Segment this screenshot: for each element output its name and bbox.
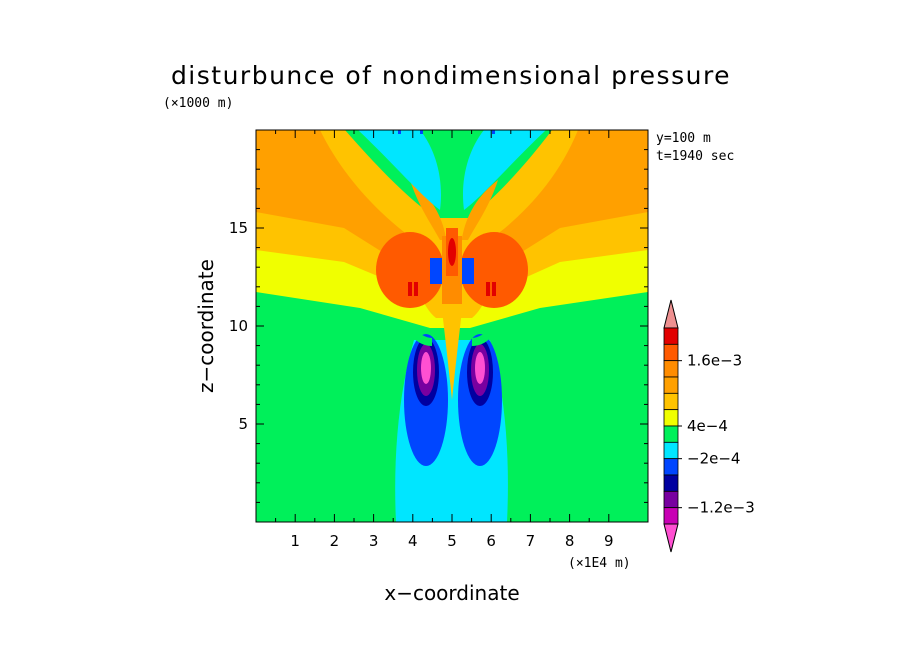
y-tick-label: 10 xyxy=(229,317,248,335)
annotation-y: y=100 m xyxy=(656,131,711,146)
colorbar-swatch xyxy=(663,490,679,509)
colorbar-label: 1.6e−3 xyxy=(687,352,742,370)
x-tick-label: 3 xyxy=(369,532,379,550)
lower-band xyxy=(395,310,508,522)
colorbar-top-triangle xyxy=(663,299,679,329)
lower-magenta-right xyxy=(475,352,485,384)
colorbar-swatch xyxy=(663,507,679,525)
x-axis-label: x−coordinate xyxy=(384,581,519,605)
center-red xyxy=(448,238,456,266)
top-blue-fringe xyxy=(398,130,495,134)
colorbar-label: −2e−4 xyxy=(687,450,740,468)
colorbar-label: 4e−4 xyxy=(687,417,728,435)
upper-band xyxy=(256,130,648,328)
x-tick-label: 4 xyxy=(408,532,418,550)
red-dot-left-2 xyxy=(414,282,418,296)
red-dot-left xyxy=(408,282,412,296)
x-tick-label: 2 xyxy=(330,532,340,550)
central-orange xyxy=(410,180,498,240)
red-dot-right-2 xyxy=(492,282,496,296)
colorbar-swatch xyxy=(663,441,679,460)
annotation-t: t=1940 sec xyxy=(656,149,734,164)
colorbar-swatch xyxy=(663,409,679,427)
x-tick-label: 7 xyxy=(526,532,536,550)
blue-pocket-right xyxy=(462,258,474,284)
blue-pocket-left xyxy=(430,258,442,284)
cone-gold xyxy=(320,130,578,318)
cap-cyan-2 xyxy=(462,130,546,210)
x-axis-ticks: 1 2 3 4 5 6 7 8 9 xyxy=(275,130,614,550)
colorbar-swatch xyxy=(663,360,679,378)
chart-title: disturbunce of nondimensional pressure xyxy=(171,61,731,90)
colorbar-swatch xyxy=(663,376,679,394)
y-axis-label: z−coordinate xyxy=(194,259,218,393)
y-tick-label: 15 xyxy=(229,219,248,237)
cap-cyan xyxy=(358,130,442,210)
colorbar-swatch xyxy=(663,458,679,476)
plot-area xyxy=(255,129,649,523)
x-tick-label: 9 xyxy=(604,532,614,550)
lower-magenta-left xyxy=(421,352,431,384)
center-gold xyxy=(442,310,462,400)
x-tick-label: 6 xyxy=(486,532,496,550)
colorbar-label: −1.2e−3 xyxy=(687,499,755,517)
colorbar-bottom-triangle xyxy=(663,523,679,553)
x-tick-label: 8 xyxy=(565,532,575,550)
y-tick-label: 5 xyxy=(238,415,248,433)
x-tick-label: 1 xyxy=(290,532,300,550)
side-dark-orange-left xyxy=(376,232,444,308)
colorbar-swatch xyxy=(663,392,679,411)
colorbar-swatch xyxy=(663,425,679,443)
colorbar-swatch xyxy=(663,474,679,492)
y-unit-label: (×1000 m) xyxy=(163,96,233,111)
x-tick-label: 5 xyxy=(447,532,457,550)
side-dark-orange-right xyxy=(460,232,528,308)
y-axis-ticks: 5 10 15 xyxy=(229,149,648,503)
red-dot-right xyxy=(486,282,490,296)
x-unit-label: (×1E4 m) xyxy=(568,556,631,571)
colorbar: 1.6e−3 4e−4 −2e−4 −1.2e−3 xyxy=(663,299,755,553)
colorbar-swatch xyxy=(663,327,679,345)
lower-green-lobe-right xyxy=(472,322,500,346)
lower-green-lobe-left xyxy=(404,322,432,346)
colorbar-swatch xyxy=(663,343,679,362)
